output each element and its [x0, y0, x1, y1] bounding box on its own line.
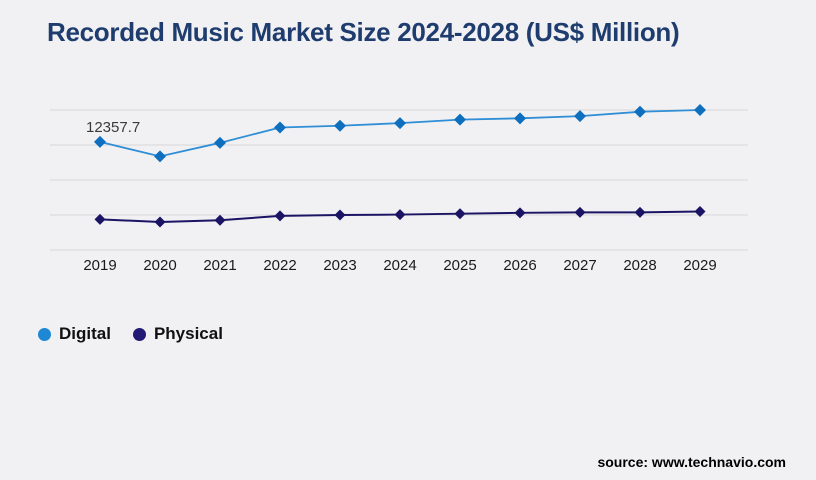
digital-data-point — [394, 117, 406, 130]
x-axis-label: 2022 — [263, 257, 297, 274]
digital-data-point — [514, 112, 526, 125]
legend-label-physical: Physical — [153, 324, 223, 343]
legend-item-physical: Physical — [132, 324, 223, 344]
x-axis-label: 2020 — [143, 257, 177, 274]
physical-data-point — [574, 206, 586, 218]
physical-data-point — [334, 209, 346, 221]
legend: Digital Physical — [38, 324, 223, 344]
x-axis-label: 2023 — [323, 257, 357, 274]
data-point-label: 12357.7 — [86, 119, 141, 136]
chart-title: Recorded Music Market Size 2024-2028 (US… — [47, 17, 680, 47]
x-axis-label: 2028 — [623, 257, 657, 274]
digital-data-point — [214, 136, 226, 149]
physical-data-point — [274, 210, 286, 222]
x-axis: 2019 2020 2021 2022 2023 2024 2025 2026 2027 2028… — [0, 257, 816, 277]
digital-data-point — [334, 119, 346, 132]
digital-data-point — [634, 105, 646, 118]
physical-data-point — [694, 206, 706, 217]
physical-data-point — [394, 209, 406, 221]
digital-data-point — [154, 150, 166, 163]
x-axis-label: 2029 — [683, 257, 717, 274]
physical-data-point — [514, 207, 526, 219]
digital-data-point — [454, 113, 466, 126]
x-axis-label: 2027 — [563, 257, 597, 274]
physical-data-point — [154, 216, 166, 228]
x-axis-label: 2025 — [443, 257, 477, 274]
digital-data-point — [274, 121, 286, 134]
x-axis-label: 2024 — [383, 257, 417, 274]
physical-data-point — [94, 213, 106, 225]
physical-series-dot-icon — [132, 327, 146, 341]
legend-item-digital: Digital — [38, 324, 111, 344]
x-axis-label: 2021 — [203, 257, 237, 274]
digital-series-line — [99, 109, 701, 158]
digital-data-point — [94, 135, 106, 148]
source-attribution: source: www.technavio.com — [597, 454, 786, 470]
x-axis-label: 2026 — [503, 257, 537, 274]
digital-data-point — [694, 104, 706, 116]
physical-data-point — [214, 214, 226, 226]
x-axis-label: 2019 — [83, 257, 117, 274]
physical-data-point — [454, 208, 466, 220]
legend-label-digital: Digital — [59, 324, 111, 343]
digital-data-point — [574, 110, 586, 123]
physical-data-point — [634, 206, 646, 218]
digital-series-dot-icon — [38, 327, 51, 341]
